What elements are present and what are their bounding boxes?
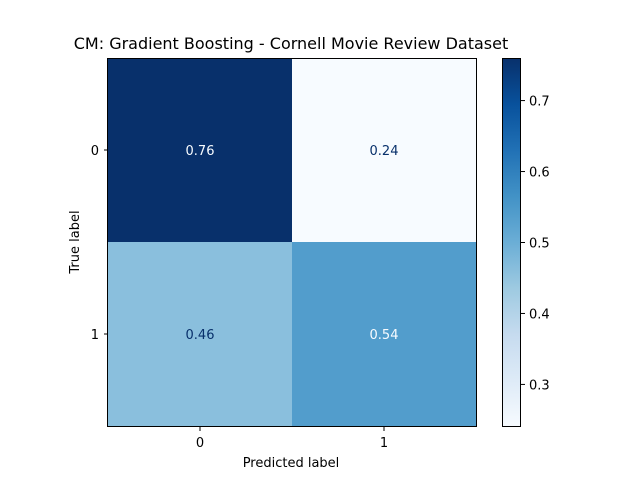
colorbar <box>503 58 521 427</box>
heatmap-cell-1-1 <box>292 242 476 426</box>
colorbar-ticks: 0.3 0.4 0.5 0.6 0.7 <box>521 95 550 393</box>
y-axis-label: True label <box>68 210 83 274</box>
x-tick-label: 0 <box>196 436 204 451</box>
x-tick-label: 1 <box>380 436 388 451</box>
colorbar-tick-label: 0.5 <box>529 237 550 252</box>
plot-frame <box>107 58 477 427</box>
heatmap-cell-0-0 <box>108 58 292 242</box>
y-tick-label: 0 <box>91 144 99 159</box>
cell-value-label: 0.54 <box>370 328 399 343</box>
colorbar-tick-label: 0.6 <box>529 166 550 181</box>
colorbar-tick-label: 0.4 <box>529 307 550 322</box>
cell-value-label: 0.76 <box>186 144 215 159</box>
cell-value-label: 0.46 <box>186 328 215 343</box>
colorbar-frame <box>502 58 521 427</box>
colorbar-tick-label: 0.7 <box>529 95 550 110</box>
heatmap-cell-1-0 <box>108 242 292 426</box>
heatmap-cell-0-1 <box>292 58 476 242</box>
y-axis-ticks: 01 <box>91 144 108 343</box>
cell-value-labels: 0.76 0.24 0.46 0.54 <box>186 144 399 343</box>
cell-value-label: 0.24 <box>370 144 399 159</box>
y-tick-label: 1 <box>91 328 99 343</box>
colorbar-tick-label: 0.3 <box>529 378 550 393</box>
heatmap-cells <box>108 58 476 426</box>
x-axis-label: Predicted label <box>243 456 340 471</box>
chart-title: CM: Gradient Boosting - Cornell Movie Re… <box>74 34 509 53</box>
